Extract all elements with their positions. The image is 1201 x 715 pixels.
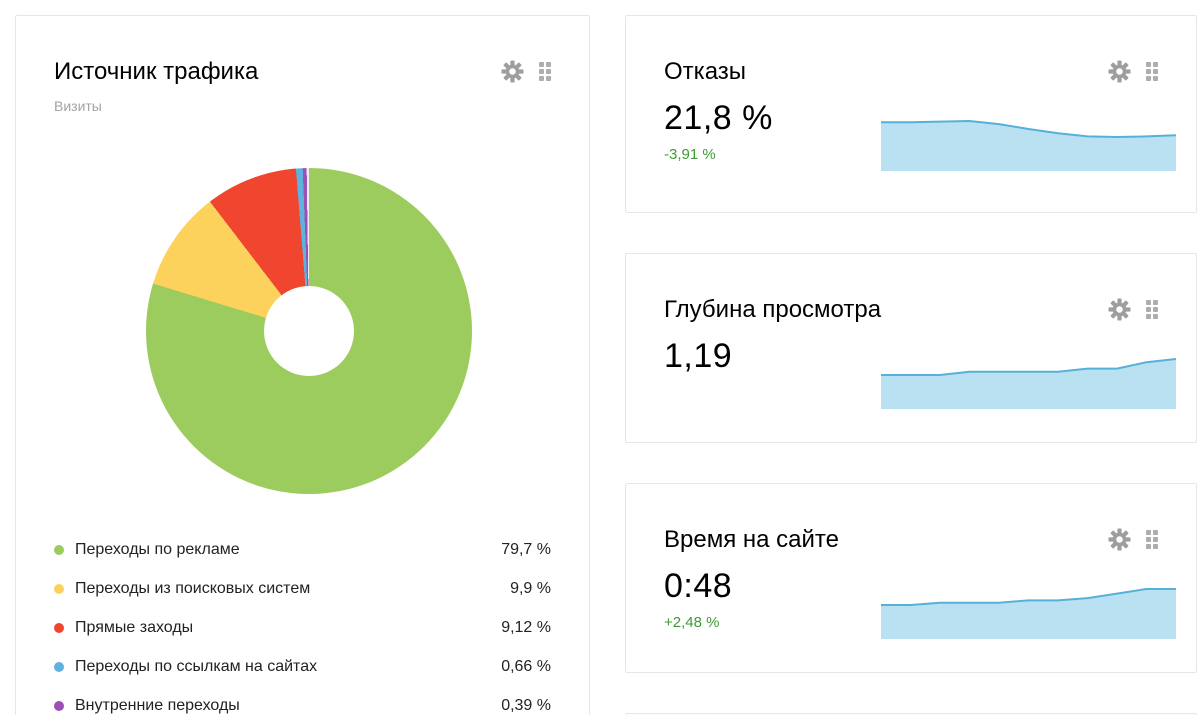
traffic-donut-chart[interactable] (146, 168, 472, 494)
traffic-legend: Переходы по рекламе 79,7 % Переходы из п… (54, 530, 551, 715)
legend-value: 79,7 % (501, 540, 551, 558)
drag-handle-icon[interactable] (1146, 300, 1158, 319)
legend-value: 0,39 % (501, 696, 551, 714)
legend-color-dot (54, 544, 64, 555)
widget-controls (1108, 60, 1158, 83)
legend-value: 9,12 % (501, 618, 551, 636)
metric-sparkline-chart (881, 358, 1176, 409)
metrics-column: Отказы 21,8 % -3,91 % (625, 15, 1197, 715)
widget-header: Время на сайте (664, 526, 1158, 554)
metric-title: Отказы (664, 58, 747, 85)
metric-title: Глубина просмотра (664, 296, 882, 323)
widget-subtitle: Визиты (54, 98, 102, 114)
metric-delta: -3,91 % (664, 146, 716, 163)
legend-row: Переходы из поисковых систем 9,9 % (54, 569, 551, 608)
drag-handle-icon[interactable] (1146, 62, 1158, 81)
legend-label: Внутренние переходы (75, 696, 240, 714)
legend-row: Внутренние переходы 0,39 % (54, 686, 551, 715)
legend-row: Переходы по ссылкам на сайтах 0,66 % (54, 647, 551, 686)
widget-header: Отказы (664, 58, 1158, 86)
legend-color-dot (54, 622, 64, 633)
legend-color-dot (54, 661, 64, 672)
drag-handle-icon[interactable] (1146, 530, 1158, 549)
legend-color-dot (54, 700, 64, 711)
metric-title: Время на сайте (664, 526, 839, 553)
legend-label: Прямые заходы (75, 618, 194, 636)
metric-value: 21,8 % (664, 99, 773, 137)
drag-handle-icon[interactable] (539, 62, 551, 81)
metric-sparkline-chart (881, 588, 1176, 639)
metric-value: 1,19 (664, 337, 733, 375)
settings-gear-icon[interactable] (501, 60, 524, 83)
metric-delta: +2,48 % (664, 614, 720, 631)
traffic-sources-widget: Источник трафика Визиты (15, 15, 590, 715)
partial-widget (625, 713, 1197, 715)
legend-value: 0,66 % (501, 657, 551, 675)
widget-controls (501, 60, 551, 83)
widget-title: Источник трафика (54, 58, 259, 85)
widget-header: Источник трафика (54, 58, 551, 86)
settings-gear-icon[interactable] (1108, 60, 1131, 83)
settings-gear-icon[interactable] (1108, 298, 1131, 321)
metric-widget: Глубина просмотра 1,19 (625, 253, 1197, 443)
legend-label: Переходы из поисковых систем (75, 579, 311, 597)
metric-value: 0:48 (664, 567, 733, 605)
legend-label: Переходы по рекламе (75, 540, 240, 558)
widget-header: Глубина просмотра (664, 296, 1158, 324)
legend-value: 9,9 % (510, 579, 551, 597)
settings-gear-icon[interactable] (1108, 528, 1131, 551)
legend-row: Прямые заходы 9,12 % (54, 608, 551, 647)
metric-sparkline-chart (881, 119, 1176, 171)
legend-label: Переходы по ссылкам на сайтах (75, 657, 318, 675)
widget-controls (1108, 298, 1158, 321)
donut-hole (264, 286, 354, 376)
metric-widget: Время на сайте 0:48 +2,48 % (625, 483, 1197, 673)
metric-widget: Отказы 21,8 % -3,91 % (625, 15, 1197, 213)
widget-controls (1108, 528, 1158, 551)
legend-color-dot (54, 583, 64, 594)
legend-row: Переходы по рекламе 79,7 % (54, 530, 551, 569)
